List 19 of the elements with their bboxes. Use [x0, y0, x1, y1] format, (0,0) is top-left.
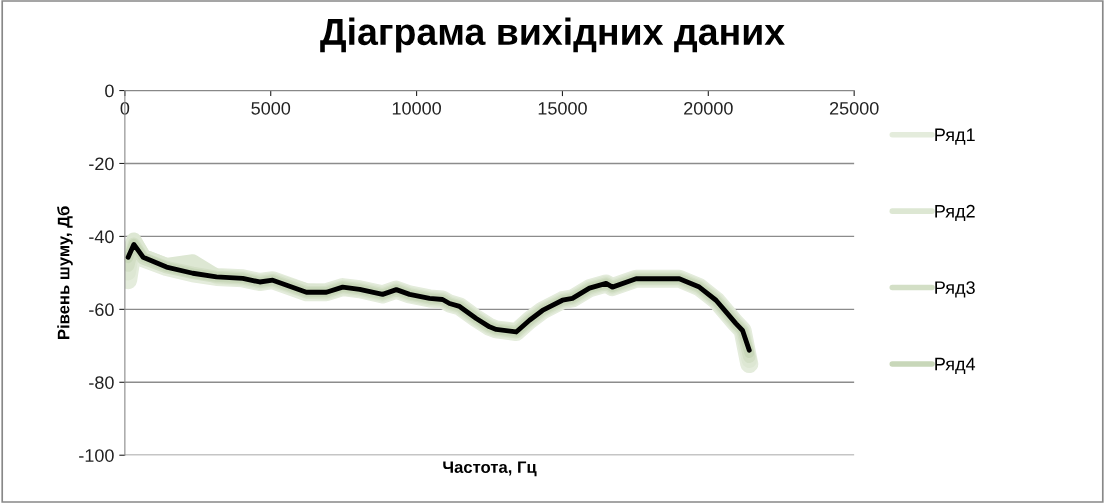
x-tick-label: 25000: [829, 101, 879, 115]
x-axis-title: Частота, Гц: [443, 461, 537, 477]
legend-label: Ряд3: [935, 281, 975, 298]
x-tick-label: 0: [120, 101, 130, 115]
y-tick-label: -80: [89, 376, 114, 389]
y-tick-label: -40: [89, 230, 114, 244]
legend-label: Ряд1: [935, 128, 975, 145]
legend-label: Ряд2: [935, 204, 975, 222]
x-tick-label: 20000: [684, 101, 733, 115]
chart-title: Діаграма вихідних даних: [320, 17, 785, 53]
y-tick-label: 0: [105, 84, 114, 98]
x-tick-label: 15000: [538, 101, 587, 115]
y-tick-label: -100: [79, 449, 114, 462]
y-axis-title: Рівень шуму, Дб: [57, 206, 73, 339]
y-tick-label: -60: [89, 303, 114, 317]
y-tick-label: -20: [89, 157, 114, 171]
legend-label: Ряд4: [935, 357, 976, 374]
x-tick-label: 5000: [251, 101, 291, 115]
x-tick-label: 10000: [392, 101, 441, 115]
